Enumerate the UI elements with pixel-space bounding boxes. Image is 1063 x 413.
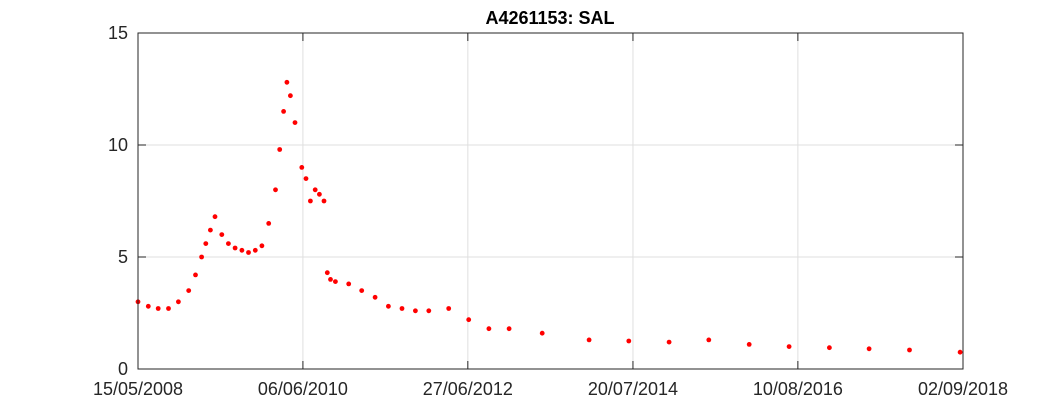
data-point: [212, 214, 218, 220]
data-point: [277, 147, 283, 152]
data-point: [426, 308, 432, 314]
x-tick-label: 10/08/2016: [753, 379, 843, 399]
data-point: [281, 109, 286, 114]
x-tick-label: 02/09/2018: [918, 379, 1008, 399]
data-point: [626, 338, 632, 344]
data-point: [746, 342, 752, 347]
x-tick-label: 20/07/2014: [588, 379, 678, 399]
plot-area: [138, 33, 963, 369]
data-point: [586, 337, 592, 343]
data-point: [486, 326, 492, 332]
data-point: [308, 198, 313, 204]
data-point: [239, 247, 245, 253]
x-tick-label: 06/06/2010: [258, 379, 348, 399]
data-point: [386, 303, 391, 309]
data-point: [359, 288, 365, 293]
chart-title: A4261153: SAL: [485, 8, 614, 28]
data-point: [155, 306, 161, 311]
data-point: [176, 299, 181, 305]
data-point: [321, 198, 327, 204]
x-tick-label: 15/05/2008: [93, 379, 183, 399]
data-point: [324, 270, 330, 276]
data-point: [193, 272, 198, 278]
data-point: [303, 176, 309, 182]
data-point: [259, 243, 265, 249]
data-point: [292, 120, 298, 125]
data-point: [288, 93, 293, 99]
data-point: [372, 294, 378, 300]
data-point: [273, 187, 278, 193]
data-point: [539, 330, 545, 336]
data-point: [333, 279, 338, 284]
data-point: [466, 317, 472, 323]
y-tick-label: 0: [118, 359, 128, 379]
data-point: [346, 281, 352, 287]
data-point: [232, 245, 238, 251]
data-point: [208, 227, 213, 233]
data-point: [413, 308, 418, 314]
data-point: [219, 232, 225, 238]
data-point: [284, 79, 290, 85]
x-tick-label: 27/06/2012: [423, 379, 513, 399]
data-point: [506, 326, 512, 332]
data-point: [166, 306, 171, 311]
data-point: [866, 346, 872, 352]
y-tick-label: 15: [108, 23, 128, 43]
axes-box: [137, 32, 964, 370]
y-tick-label: 5: [118, 247, 128, 267]
axis-ticks: 15/05/2008 06/06/2010 27/06/2012 20/07/2014…: [93, 23, 1008, 399]
data-point: [827, 345, 832, 351]
data-point: [252, 247, 258, 253]
data-point: [199, 254, 205, 260]
data-point: [203, 241, 209, 247]
data-point: [226, 241, 231, 247]
data-point: [957, 349, 963, 355]
data-point: [328, 277, 333, 282]
data-point: [246, 250, 251, 255]
data-point: [312, 187, 318, 193]
data-point: [145, 303, 151, 309]
data-point: [907, 347, 912, 353]
data-point: [299, 165, 305, 170]
data-point: [186, 288, 192, 293]
data-point: [317, 191, 322, 197]
data-points: [135, 79, 963, 355]
data-point: [706, 337, 712, 343]
data-point: [446, 306, 452, 311]
data-point: [666, 339, 672, 345]
y-tick-label: 10: [108, 135, 128, 155]
data-point: [399, 306, 405, 311]
data-point: [786, 344, 792, 349]
data-point: [266, 221, 272, 226]
